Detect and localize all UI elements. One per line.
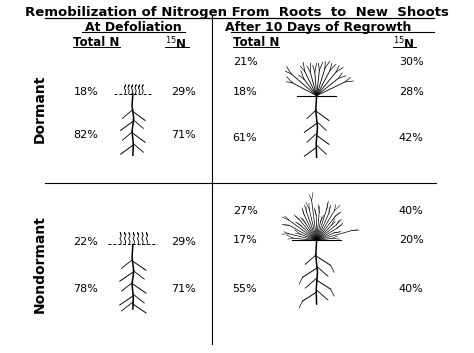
- Text: Total N: Total N: [233, 36, 279, 49]
- Text: At Defoliation: At Defoliation: [84, 21, 181, 34]
- Text: 71%: 71%: [172, 284, 196, 294]
- Text: 20%: 20%: [399, 235, 424, 245]
- Text: $^{15}$N: $^{15}$N: [165, 36, 187, 53]
- Text: $^{15}$N: $^{15}$N: [393, 36, 415, 53]
- Text: 17%: 17%: [233, 235, 257, 245]
- Text: 18%: 18%: [233, 87, 257, 97]
- Text: 40%: 40%: [399, 206, 424, 216]
- Text: 30%: 30%: [399, 57, 423, 67]
- Text: 71%: 71%: [172, 130, 196, 140]
- Text: 22%: 22%: [73, 238, 98, 247]
- Text: 40%: 40%: [399, 284, 424, 294]
- Text: 61%: 61%: [233, 133, 257, 143]
- Text: 28%: 28%: [399, 87, 424, 97]
- Text: 42%: 42%: [399, 133, 424, 143]
- Text: 21%: 21%: [233, 57, 257, 67]
- Text: Total N: Total N: [73, 36, 120, 49]
- Text: 29%: 29%: [172, 87, 196, 97]
- Text: 78%: 78%: [73, 284, 98, 294]
- Text: 18%: 18%: [73, 87, 98, 97]
- Text: 55%: 55%: [233, 284, 257, 294]
- Text: Dormant: Dormant: [33, 74, 47, 143]
- Text: 29%: 29%: [172, 238, 196, 247]
- Text: After 10 Days of Regrowth: After 10 Days of Regrowth: [225, 21, 411, 34]
- Text: 82%: 82%: [73, 130, 98, 140]
- Text: Remobilization of Nitrogen From  Roots  to  New  Shoots: Remobilization of Nitrogen From Roots to…: [25, 6, 449, 19]
- Text: Nondormant: Nondormant: [33, 215, 47, 313]
- Text: 27%: 27%: [233, 206, 257, 216]
